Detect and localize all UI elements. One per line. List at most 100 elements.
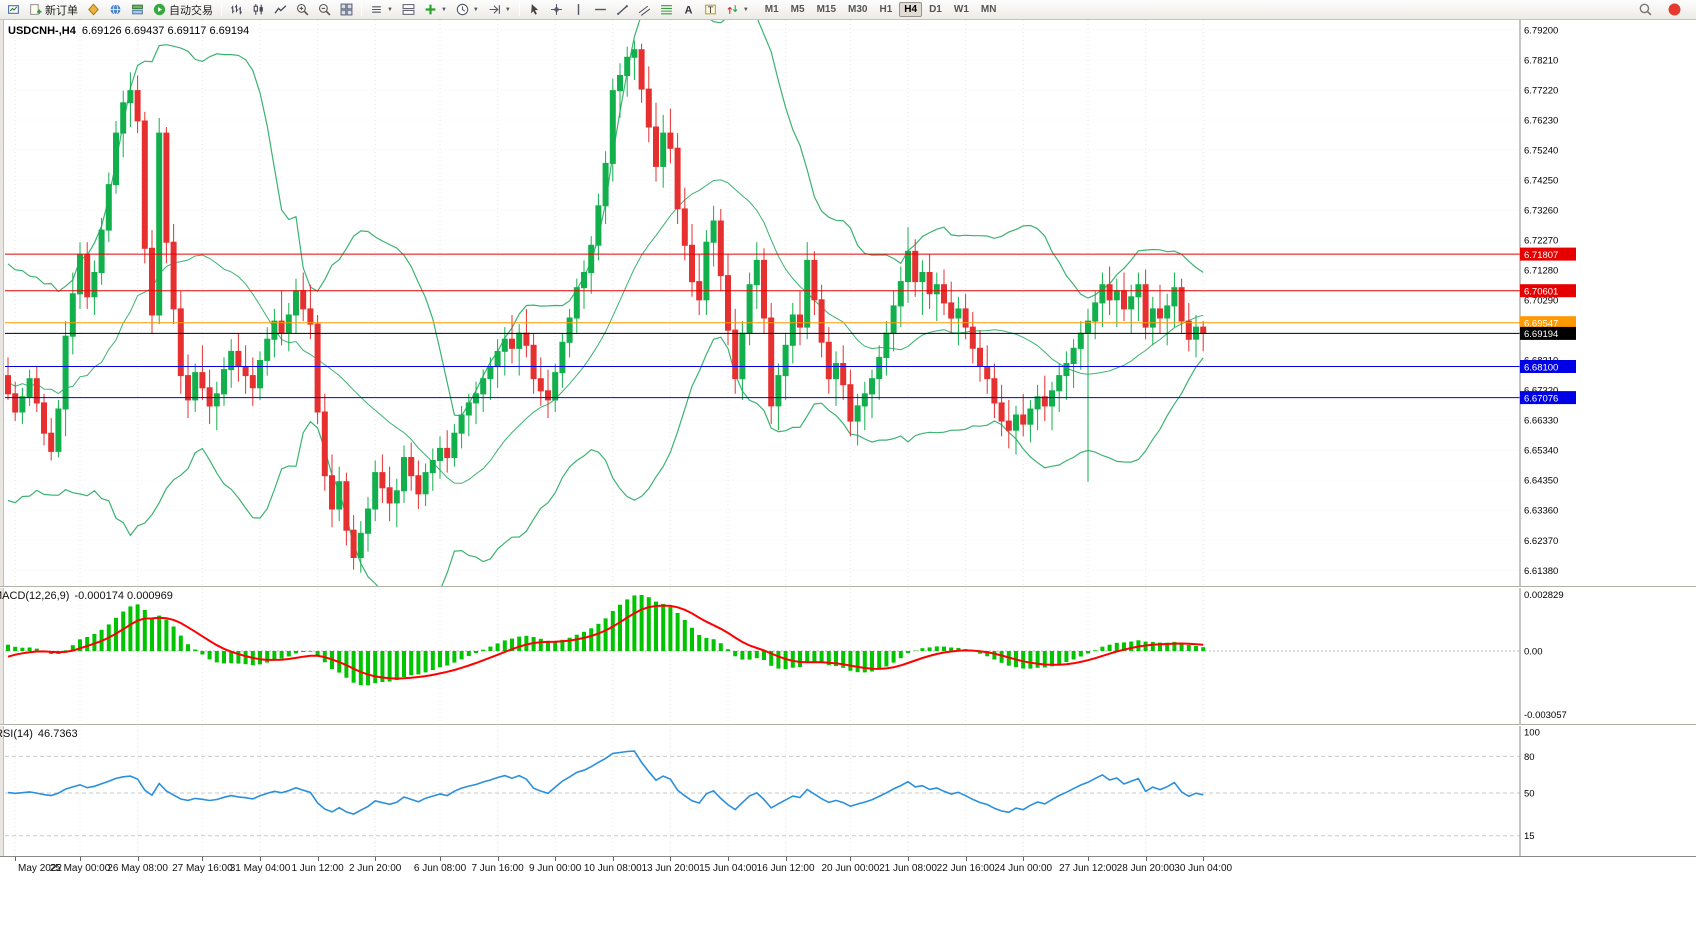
svg-text:A: A — [684, 4, 692, 16]
auto-trading-button[interactable]: 自动交易 — [149, 1, 217, 19]
time-label: 27 May 16:00 — [172, 863, 233, 874]
favorites-icon[interactable] — [83, 1, 104, 19]
price-axis[interactable]: 6.79200 6.78210 6.77220 6.76230 6.75240 6.742… — [1519, 20, 1558, 586]
trendline-icon[interactable] — [612, 1, 633, 19]
price-tag — [1520, 360, 1576, 373]
candlestick-chart-icon[interactable] — [248, 1, 269, 19]
time-tick — [375, 857, 377, 861]
charts-list-icon[interactable]: ▼ — [366, 1, 397, 19]
toolbar-separator — [518, 3, 520, 16]
time-label: 21 Jun 08:00 — [879, 863, 937, 874]
timeframe-m15[interactable]: M15 — [816, 4, 837, 15]
chart-ohlc-values: 6.69126 6.69437 6.69117 6.69194 — [81, 25, 250, 37]
timeframe-m30[interactable]: M30 — [848, 4, 868, 15]
notification-badge[interactable] — [1664, 1, 1685, 19]
main-chart[interactable]: 6.79200 6.78210 6.77220 6.76230 6.75240 6.742… — [0, 20, 1696, 586]
time-tick — [850, 857, 852, 861]
rsi-axis[interactable]: 100 80 50 15 — [1519, 726, 1540, 856]
rsi-scale-label: 50 — [1524, 789, 1535, 800]
market-watch-icon[interactable] — [105, 1, 126, 19]
rsi-panel[interactable]: 100 80 50 15 — [0, 726, 1696, 856]
time-label: 9 Jun 00:00 — [529, 863, 582, 874]
time-tick — [15, 857, 17, 861]
macd-axis[interactable]: 0.002829 0.00 -0.003057 — [1519, 588, 1567, 724]
timeframe-m5[interactable]: M5 — [790, 4, 805, 15]
price-tag — [1520, 391, 1576, 405]
text-label-icon-glyph: T — [704, 4, 716, 15]
price-tag — [1520, 326, 1576, 340]
time-tick — [612, 857, 614, 861]
add-indicator-icon[interactable]: ▼ — [420, 1, 451, 19]
period-clock-icon[interactable]: ▼ — [452, 1, 483, 19]
line-chart-icon[interactable] — [270, 1, 291, 19]
arrange-windows-icon[interactable] — [398, 1, 419, 19]
price-label: 6.74250 — [1524, 176, 1558, 187]
macd-histogram — [6, 595, 1206, 686]
price-label: 6.75240 — [1524, 146, 1558, 157]
notification-badge-glyph — [1668, 3, 1681, 16]
toolbar-separator — [361, 3, 362, 16]
dropdown-arrow-icon: ▼ — [472, 6, 479, 13]
macd-values: -0.000174 0.000969 — [74, 590, 173, 602]
cursor-icon[interactable] — [524, 1, 545, 19]
timeframe-switcher: M1 M5 M15 M30 H1 H4 D1 W1 MN — [759, 2, 1003, 17]
vertical-line-icon[interactable] — [568, 1, 589, 19]
channel-icon[interactable] — [634, 1, 655, 19]
time-label: 6 Jun 08:00 — [413, 863, 467, 874]
data-window-icon[interactable] — [127, 1, 148, 19]
bar-chart-icon[interactable] — [226, 1, 247, 19]
timeframe-h1[interactable]: H1 — [879, 4, 893, 15]
price-tag — [1520, 247, 1576, 261]
time-label: 2 Jun 20:00 — [349, 863, 402, 874]
zoom-in-icon[interactable] — [292, 1, 313, 19]
timeframe-d1[interactable]: D1 — [929, 4, 942, 15]
text-label-icon[interactable]: T — [700, 1, 721, 19]
chart-symbol-period: USDCNH-,H4 — [8, 25, 76, 37]
time-tick — [497, 857, 499, 861]
price-tag — [1520, 284, 1576, 298]
time-tick — [137, 857, 139, 861]
zoom-out-icon[interactable] — [314, 1, 335, 19]
macd-panel[interactable]: 0.002829 0.00 -0.003057 — [0, 588, 1696, 724]
horizontal-line-objects[interactable] — [5, 253, 1520, 399]
horizontal-line-icon[interactable] — [590, 1, 611, 19]
price-label: 6.76230 — [1524, 116, 1558, 127]
rsi-line — [7, 750, 1204, 815]
time-tick — [728, 857, 729, 861]
crosshair-icon[interactable] — [546, 1, 567, 19]
time-tick — [317, 857, 319, 861]
price-label: 6.63360 — [1524, 506, 1558, 517]
price-label: 6.78210 — [1524, 56, 1558, 67]
time-label: 25 May 00:00 — [49, 863, 111, 874]
panel-separator-macd[interactable] — [0, 586, 1696, 588]
chart-shift-icon[interactable]: ▼ — [484, 1, 515, 19]
timeframe-m1[interactable]: M1 — [764, 4, 779, 15]
time-tick — [260, 857, 261, 861]
time-tick — [440, 857, 441, 861]
auto-trading-button-label: 自动交易 — [169, 4, 213, 17]
chart-windows-icon[interactable] — [3, 1, 24, 19]
rsi-scale-label: 100 — [1524, 728, 1540, 739]
search-icon[interactable] — [1635, 1, 1656, 19]
timeframe-h4[interactable]: H4 — [899, 2, 923, 17]
fibonacci-icon[interactable] — [656, 1, 677, 19]
fibonacci-icon-glyph — [660, 5, 672, 15]
candlestick-chart-icon-glyph — [253, 4, 263, 15]
timeframe-w1[interactable]: W1 — [953, 4, 969, 15]
arrows-icon[interactable]: ▼ — [722, 1, 753, 19]
new-order-button[interactable]: 新订单 — [25, 1, 82, 19]
tile-windows-icon[interactable] — [336, 1, 357, 19]
arrange-windows-icon-glyph — [402, 4, 415, 15]
time-label: 13 Jun 20:00 — [641, 863, 700, 874]
time-label: 7 Jun 16:00 — [471, 863, 524, 874]
text-icon[interactable]: A — [678, 1, 699, 19]
time-label: 28 Jun 20:00 — [1116, 863, 1175, 874]
dropdown-arrow-icon: ▼ — [742, 6, 749, 13]
bar-chart-icon-glyph — [231, 4, 242, 15]
time-axis[interactable]: May 2022 25 May 00:00 26 May 08:00 27 May 1… — [0, 856, 1696, 878]
data-window-icon-glyph — [132, 4, 143, 15]
panel-separator-rsi[interactable] — [0, 724, 1696, 726]
timeframe-mn[interactable]: MN — [980, 4, 997, 15]
new-order-button-label: 新订单 — [45, 4, 78, 17]
